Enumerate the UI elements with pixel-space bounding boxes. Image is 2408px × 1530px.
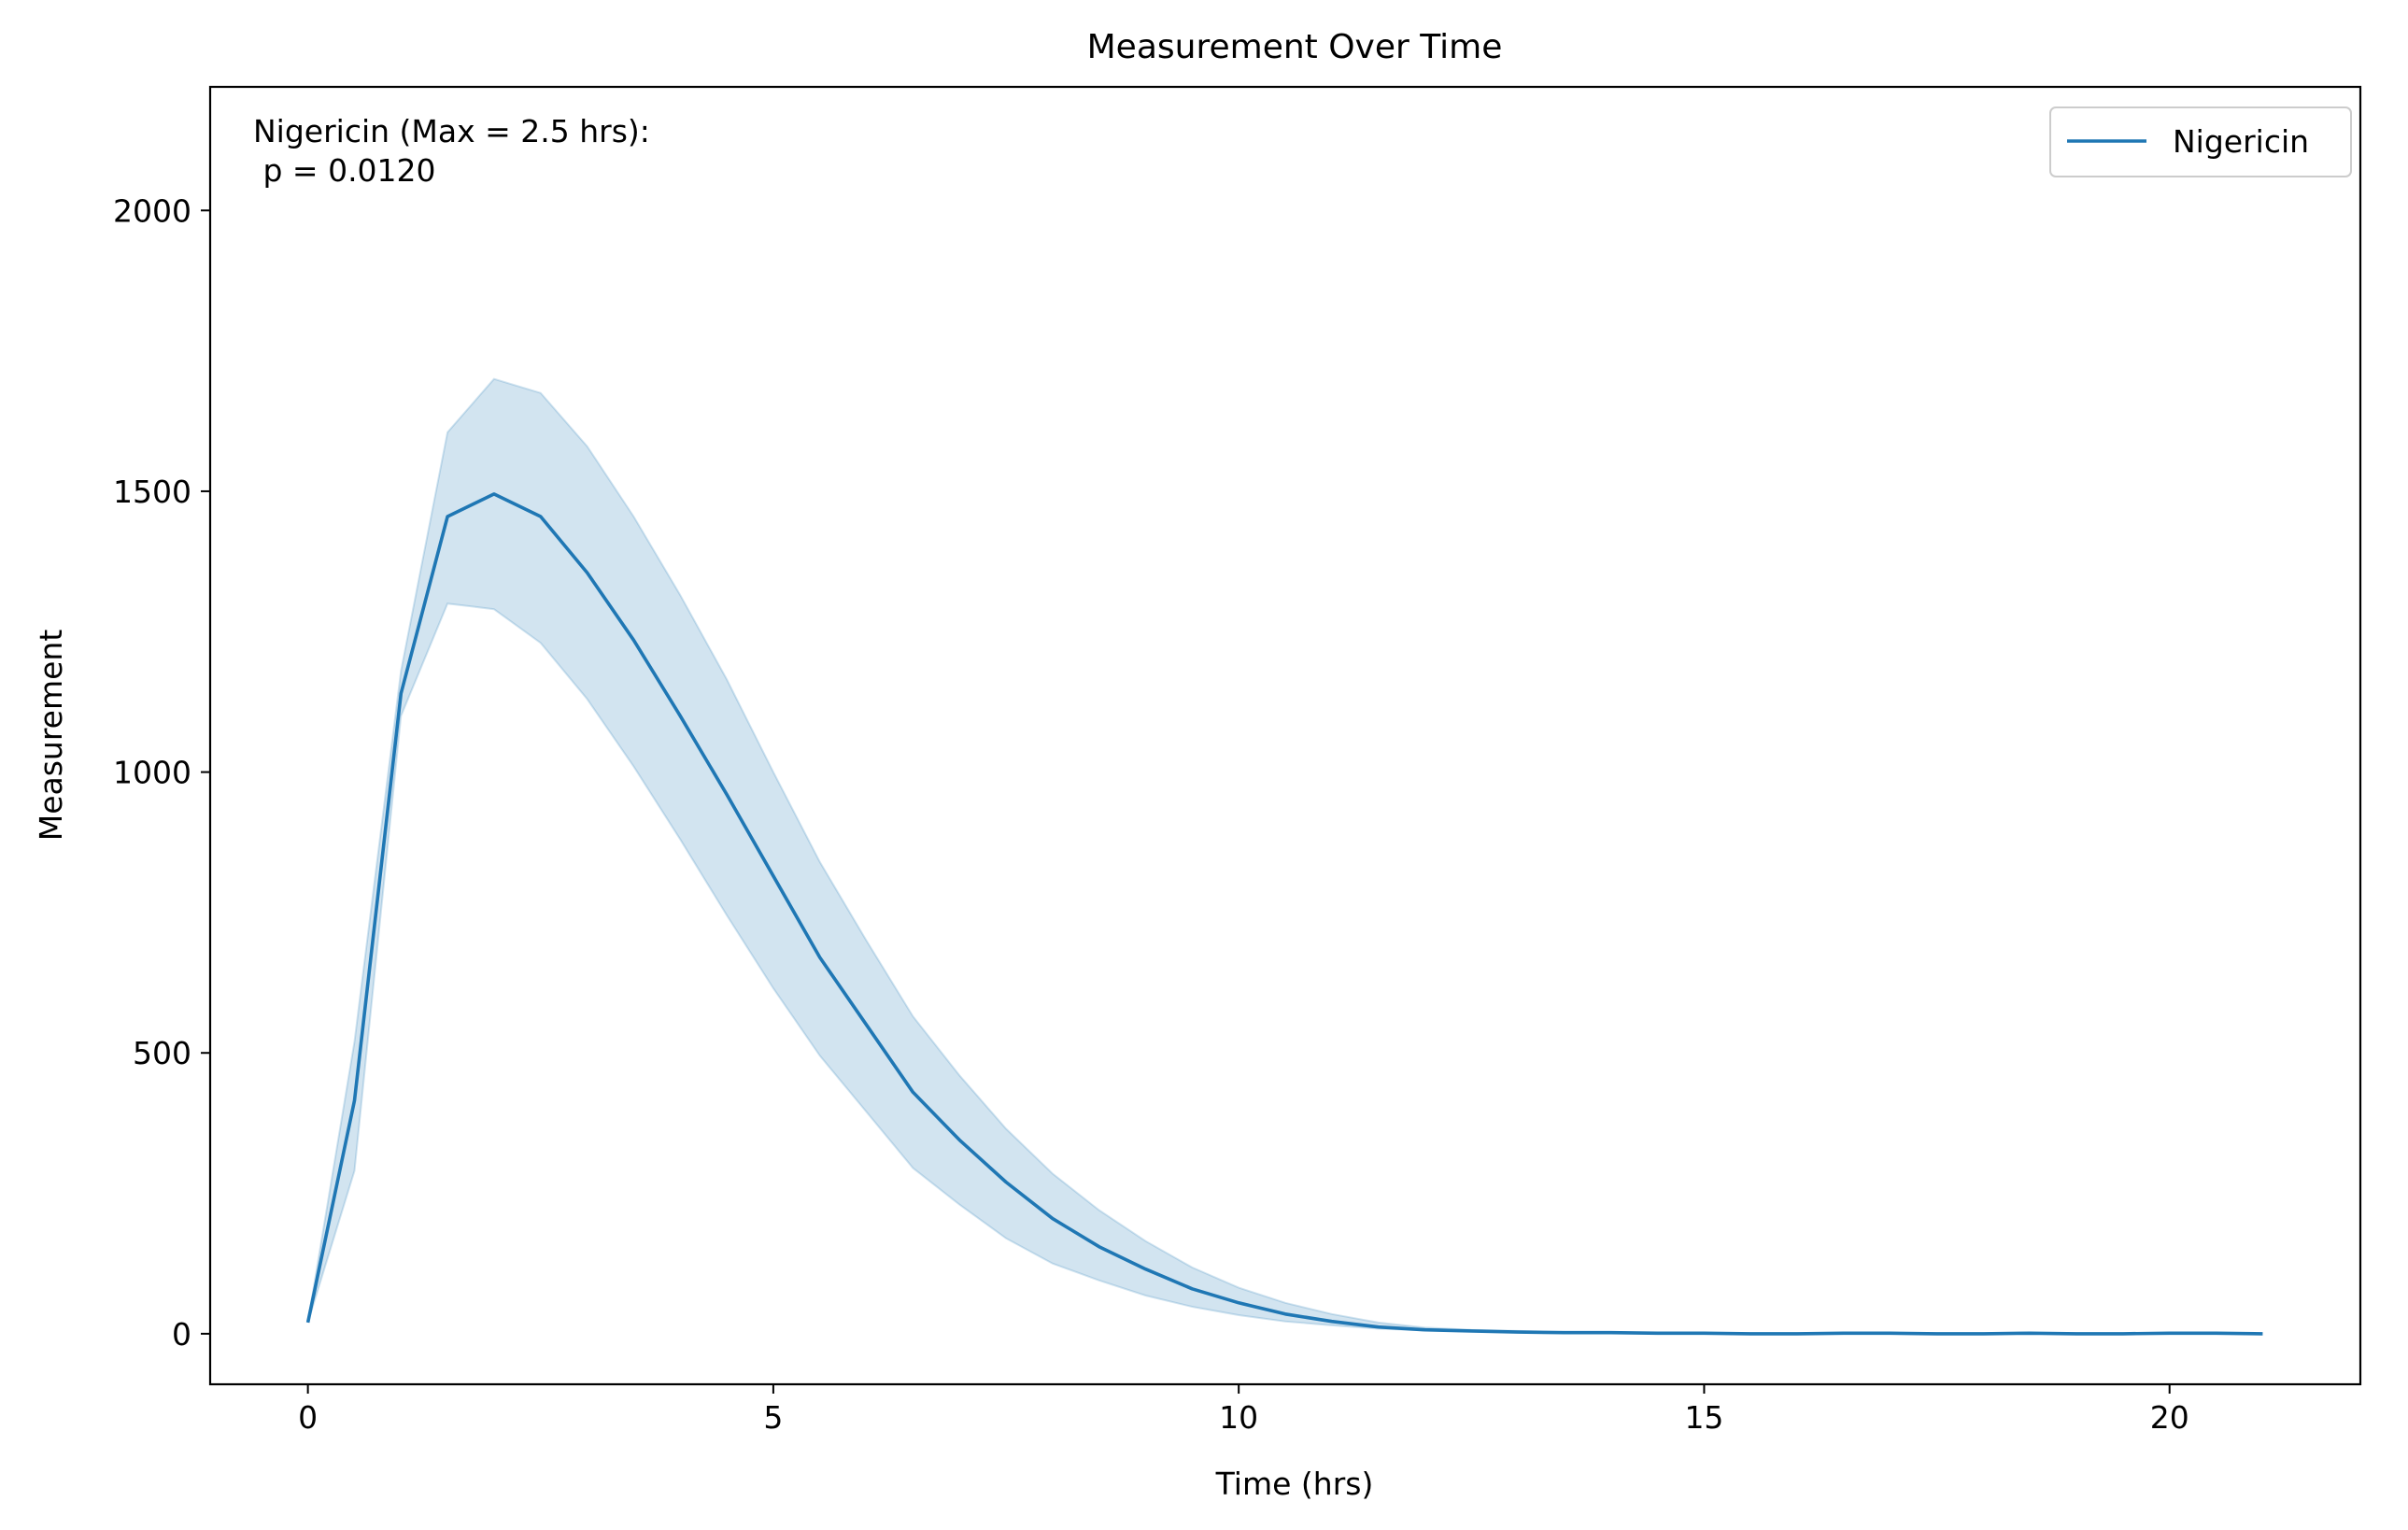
x-tick-label: 10 [1219, 1399, 1258, 1436]
x-axis-label: Time (hrs) [1215, 1466, 1374, 1502]
axes-frame [208, 85, 2362, 1386]
legend-box [2049, 106, 2352, 177]
axis-ticks: 0 5 10 15 20 0 500 1000 1500 2000 [113, 192, 2189, 1436]
y-tick-label: 1500 [113, 474, 191, 510]
y-tick-label: 2000 [113, 192, 191, 229]
y-tick-label: 1000 [113, 755, 191, 791]
y-tick-label: 500 [133, 1035, 191, 1071]
annotation-line: Nigericin (Max = 2.5 hrs): [253, 113, 650, 149]
annotation-line: p = 0.0120 [253, 152, 436, 189]
legend: Nigericin [2049, 106, 2352, 177]
chart-title: Measurement Over Time [1087, 28, 1503, 66]
legend-label: Nigericin [2173, 123, 2309, 160]
x-tick-label: 0 [298, 1399, 318, 1436]
x-tick-label: 5 [763, 1399, 783, 1436]
plot-area [305, 377, 2263, 1336]
x-tick-label: 20 [2150, 1399, 2189, 1436]
y-tick-label: 0 [172, 1316, 191, 1353]
p-value-annotation: Nigericin (Max = 2.5 hrs): p = 0.0120 [253, 113, 650, 189]
x-tick-label: 15 [1684, 1399, 1723, 1436]
y-axis-label: Measurement [33, 630, 69, 842]
